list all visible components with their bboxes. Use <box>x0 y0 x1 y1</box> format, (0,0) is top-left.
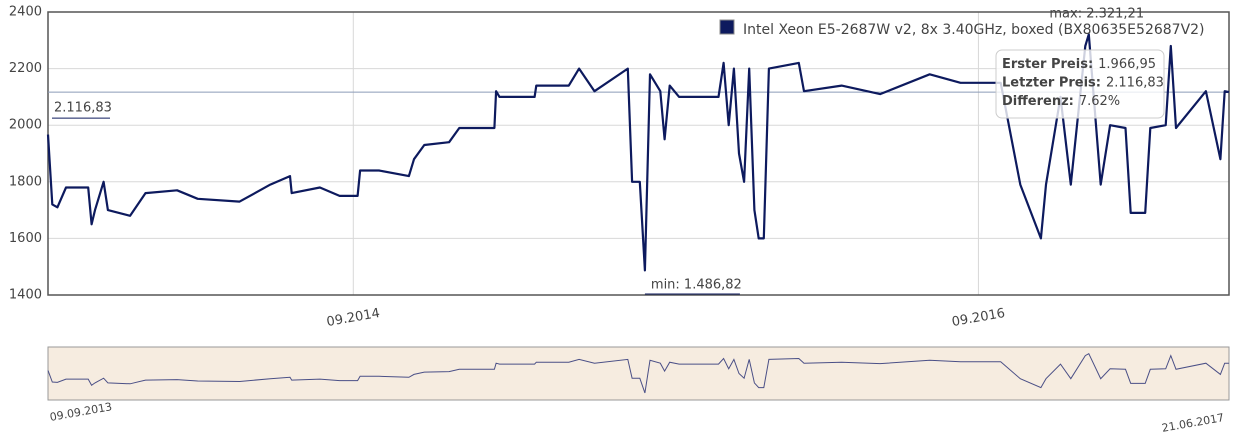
min-label: min: 1.486,82 <box>651 278 742 293</box>
tooltip-row: Differenz: 7.62% <box>1002 94 1120 109</box>
tooltip-value: 2.116,83 <box>1106 75 1164 90</box>
tooltip-label: Differenz: <box>1002 94 1074 109</box>
tooltip-value: 7.62% <box>1079 94 1120 109</box>
tooltip-value: 1.966,95 <box>1098 57 1156 72</box>
navigator-end-label: 21.06.2017 <box>1161 411 1225 435</box>
y-tick-label: 2400 <box>9 5 42 20</box>
price-line <box>46 33 1230 272</box>
x-tick-label: 09.2014 <box>326 306 382 330</box>
tooltip-label: Letzter Preis: <box>1002 75 1101 90</box>
x-tick-label: 09.2016 <box>951 306 1007 330</box>
tooltip-box <box>995 49 1165 119</box>
reference-label: 2.116,83 <box>54 101 112 116</box>
tooltip-row: Letzter Preis: 2.116,83 <box>1002 75 1164 90</box>
tooltip-label: Erster Preis: <box>1002 57 1093 72</box>
max-label: max: 2.321,21 <box>1049 7 1144 22</box>
legend-swatch <box>719 19 735 35</box>
y-tick-label: 1800 <box>9 174 42 189</box>
legend-label: Intel Xeon E5-2687W v2, 8x 3.40GHz, boxe… <box>743 22 1205 38</box>
y-tick-label: 2200 <box>9 61 42 76</box>
y-tick-label: 1400 <box>9 288 42 303</box>
y-tick-label: 1600 <box>9 231 42 246</box>
tooltip-row: Erster Preis: 1.966,95 <box>1002 57 1156 72</box>
plot-border <box>47 11 1230 296</box>
navigator-background <box>47 346 1230 401</box>
y-tick-label: 2000 <box>9 118 42 133</box>
navigator-start-label: 09.09.2013 <box>49 400 113 424</box>
navigator-line <box>47 353 1230 394</box>
